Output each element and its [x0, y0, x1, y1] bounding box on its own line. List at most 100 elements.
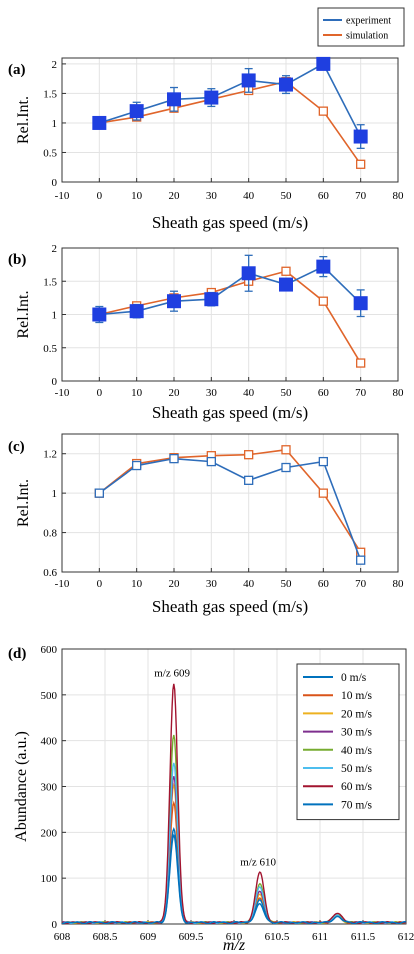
data-point-experiment — [167, 92, 181, 107]
legend-entry: 10 m/s — [341, 690, 373, 702]
x-tick-label: 0 — [97, 387, 103, 399]
data-point-experiment — [206, 456, 216, 467]
x-tick-label: 30 — [206, 578, 218, 590]
legend-entry: 60 m/s — [341, 781, 373, 793]
x-tick-label: 20 — [169, 190, 181, 202]
y-tick-label: 1.5 — [43, 88, 57, 100]
y-tick-label: 1 — [52, 118, 58, 130]
x-tick-label: 0 — [97, 578, 103, 590]
series-line-experiment — [98, 457, 362, 561]
data-point-simulation — [318, 488, 328, 498]
y-tick-label: 0 — [52, 376, 58, 388]
peak-annotation: m/z 609 — [154, 668, 190, 680]
x-tick-label: 80 — [393, 190, 405, 202]
x-tick-label: 40 — [243, 578, 255, 590]
x-tick-label: 10 — [131, 387, 143, 399]
x-tick-label: 60 — [318, 190, 330, 202]
data-point-simulation — [318, 296, 328, 306]
data-point-experiment — [92, 115, 107, 130]
panel-label: (d) — [8, 646, 26, 662]
x-tick-label: 40 — [243, 190, 255, 202]
x-tick-label: 60 — [318, 387, 330, 399]
x-tick-label: 40 — [243, 387, 255, 399]
x-tick-label: -10 — [55, 190, 70, 202]
series-line-simulation — [98, 448, 362, 553]
data-point-experiment — [316, 56, 331, 71]
legend-entry: simulation — [346, 31, 388, 42]
legend-entry: 40 m/s — [341, 745, 373, 757]
legend-entry: 0 m/s — [341, 672, 367, 684]
x-tick-label: 608.5 — [93, 931, 118, 943]
y-tick-label: 1.5 — [43, 276, 57, 288]
x-tick-label: 609.5 — [179, 931, 204, 943]
data-point-experiment — [244, 475, 254, 485]
x-tick-label: 80 — [393, 578, 405, 590]
x-tick-label: 610.5 — [265, 931, 290, 943]
x-tick-label: 612 — [398, 931, 414, 943]
y-tick-label: 1 — [52, 310, 58, 322]
data-point-simulation — [356, 358, 366, 368]
y-tick-label: 2 — [52, 243, 58, 255]
data-point-simulation — [281, 445, 291, 455]
x-tick-label: 608 — [54, 931, 71, 943]
peak-annotation: m/z 610 — [240, 856, 276, 868]
x-tick-label: 0 — [97, 190, 103, 202]
y-tick-label: 1.2 — [43, 449, 57, 461]
panel-c: -10 0 10 20 30 40 50 60 70 80 0.6 0.8 1 1.2 (c) Sheath … — [8, 433, 405, 616]
y-tick-label: 200 — [41, 827, 58, 839]
data-point-experiment — [132, 460, 142, 471]
y-tick-label: 2 — [52, 59, 58, 71]
y-tick-label: 0.5 — [43, 343, 57, 355]
axes-frame — [61, 433, 399, 573]
data-point-experiment — [241, 266, 256, 281]
data-point-experiment — [353, 296, 368, 311]
y-tick-label: 100 — [41, 873, 58, 885]
data-point-experiment — [169, 453, 179, 464]
legend-entry: 20 m/s — [341, 708, 373, 720]
x-tick-label: 70 — [355, 387, 367, 399]
data-point-experiment — [353, 129, 368, 144]
spectrum-lines — [62, 683, 406, 924]
x-axis-label: Sheath gas speed (m/s) — [152, 403, 308, 422]
data-point-experiment — [129, 304, 144, 319]
data-point-experiment — [318, 456, 328, 467]
axes-frame — [61, 57, 399, 183]
x-tick-label: 80 — [393, 387, 405, 399]
series-line-experiment — [99, 62, 362, 137]
x-tick-label: 50 — [281, 387, 293, 399]
y-tick-label: 0.8 — [43, 528, 57, 540]
data-point-experiment — [204, 292, 219, 307]
legend: experiment simulation — [317, 7, 405, 47]
panel-label: (c) — [8, 439, 25, 455]
x-axis-label: Sheath gas speed (m/s) — [152, 213, 308, 232]
y-axis-label: Rel.Int. — [15, 291, 32, 339]
x-tick-label: 10 — [131, 578, 143, 590]
legend-entry: 70 m/s — [341, 799, 373, 811]
panel-label: (b) — [8, 252, 26, 268]
legend-entry: 50 m/s — [341, 763, 373, 775]
x-tick-label: 50 — [281, 578, 293, 590]
legend-entry: experiment — [346, 16, 391, 27]
data-point-experiment — [279, 77, 293, 92]
data-point-experiment — [129, 104, 144, 119]
x-tick-label: 610 — [226, 931, 243, 943]
x-tick-label: 70 — [355, 578, 367, 590]
y-tick-label: 0 — [52, 919, 58, 931]
data-point-simulation — [356, 159, 366, 169]
x-tick-label: 70 — [355, 190, 367, 202]
x-tick-label: 611.5 — [351, 931, 376, 943]
y-axis-label: Rel.Int. — [15, 96, 32, 144]
x-tick-label: -10 — [55, 578, 70, 590]
y-tick-label: 600 — [41, 644, 58, 656]
data-point-experiment — [279, 277, 293, 292]
x-tick-label: 30 — [206, 190, 218, 202]
data-point-experiment — [167, 294, 181, 309]
spectrum-70-m-s — [62, 827, 406, 924]
x-tick-label: 60 — [318, 578, 330, 590]
y-tick-label: 300 — [41, 782, 58, 794]
x-axis-label: Sheath gas speed (m/s) — [152, 597, 308, 616]
panel-d: 608 608.5 609 609.5 610 610.5 611 611.5 612 0 100 2… — [8, 644, 414, 954]
